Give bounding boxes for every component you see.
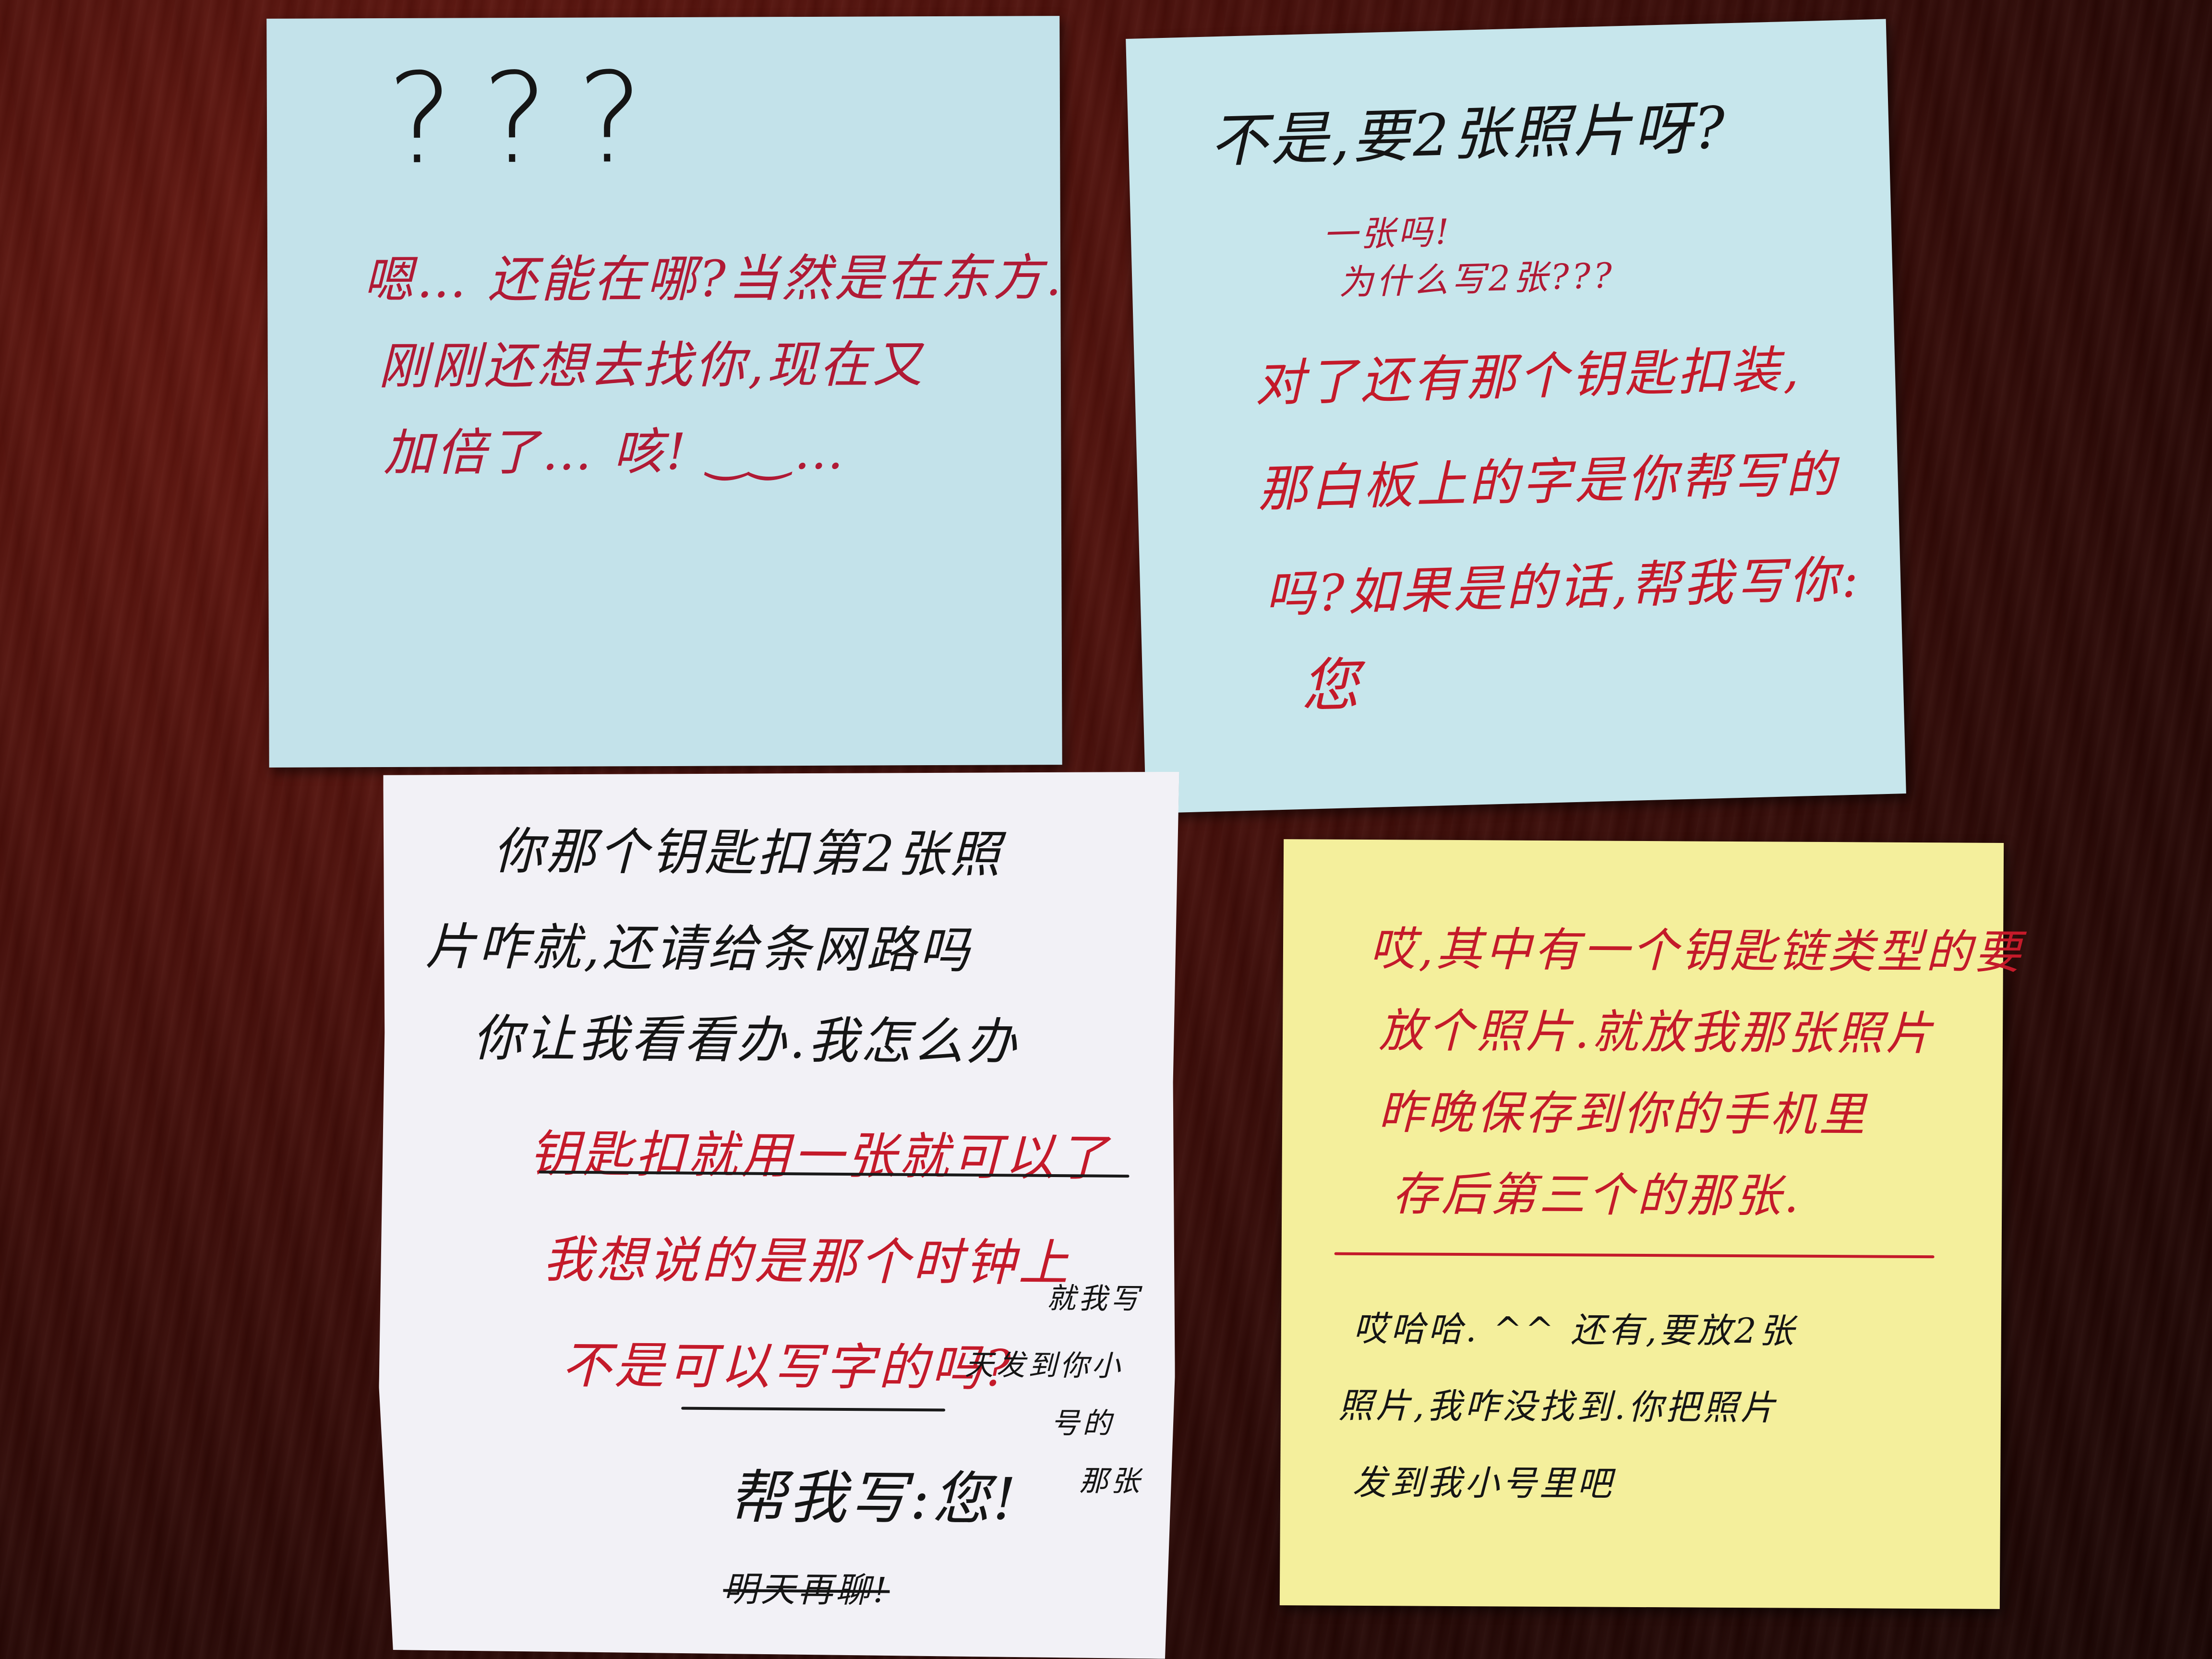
note-line: 你让我看看办.我怎么办: [472, 1009, 1020, 1071]
note-line: 吗?如果是的话,帮我写你:: [1264, 550, 1862, 624]
side-note: 天发到你小: [964, 1348, 1124, 1383]
note-line: 您: [1300, 651, 1363, 720]
paper-note-bottom-left: 你那个钥匙扣第2张照 片咋就,还请给条网路吗 你让我看看办.我怎么办 钥匙扣就用…: [377, 766, 1179, 1659]
note-line: 发到我小号里吧: [1352, 1462, 1615, 1504]
note-line: 放个照片.就放我那张照片: [1378, 1004, 1935, 1061]
note-line: 不是可以写字的吗?: [561, 1335, 1014, 1398]
note-line: 对了还有那个钥匙扣装,: [1254, 340, 1803, 413]
note-line-crossed: 明天再聊!: [723, 1569, 890, 1611]
note-line: 昨晚保存到你的手机里: [1378, 1085, 1868, 1142]
note-line: 帮我写:您!: [728, 1464, 1019, 1533]
note-line: 那白板上的字是你帮写的: [1257, 445, 1839, 519]
note-line: 加倍了… 咳! ‿‿…: [383, 421, 847, 482]
note-line: 一张吗!: [1322, 211, 1453, 255]
sticky-note-bottom-right: 哎,其中有一个钥匙链类型的要 放个照片.就放我那张照片 昨晚保存到你的手机里 存…: [1279, 839, 2024, 1609]
side-note: 就我写: [1046, 1281, 1142, 1316]
note-line: 照片,我咋没找到.你把照片: [1338, 1385, 1779, 1428]
note-line: 我想说的是那个时钟上: [542, 1230, 1071, 1293]
note-line: 嗯… 还能在哪?当然是在东方.: [363, 248, 1065, 310]
note-line: 不是,要2张照片呀?: [1209, 95, 1729, 175]
question-marks: ???: [386, 46, 673, 192]
sticky-note-top-left: ??? 嗯… 还能在哪?当然是在东方. 刚刚还想去找你,现在又 加倍了… 咳! …: [266, 16, 1065, 768]
note-line: 刚刚还想去找你,现在又: [378, 335, 926, 396]
note-line: 哎哈哈. ^^ 还有,要放2张: [1353, 1308, 1797, 1351]
note-line: 片咋就,还请给条网路吗: [425, 917, 973, 980]
note-line: 你那个钥匙扣第2张照: [493, 821, 1003, 884]
note-line: 为什么写2张???: [1338, 255, 1616, 303]
note-line: 哎,其中有一个钥匙链类型的要: [1369, 922, 2024, 980]
side-note: 号的: [1050, 1406, 1115, 1441]
note-line: 存后第三个的那张.: [1392, 1167, 1802, 1223]
note-line: 钥匙扣就用一张就可以了: [529, 1124, 1111, 1187]
divider: [1334, 1252, 1935, 1259]
side-note: 那张: [1079, 1464, 1143, 1499]
underline: [681, 1407, 945, 1412]
sticky-note-top-right: 不是,要2张照片呀? 一张吗! 为什么写2张??? 对了还有那个钥匙扣装, 那白…: [1126, 19, 1906, 814]
